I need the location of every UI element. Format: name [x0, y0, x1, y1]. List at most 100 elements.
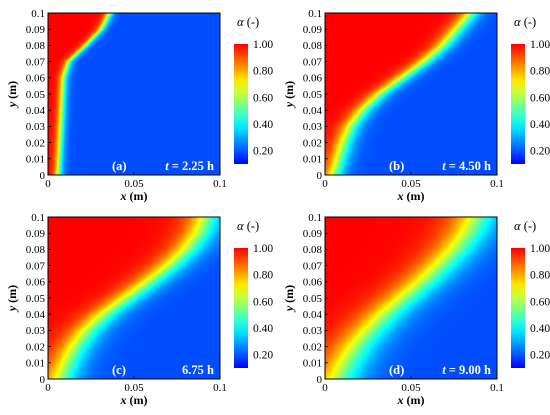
y-tick-label: 0.09: [303, 228, 323, 240]
colorbar-title: α (-): [237, 219, 259, 233]
y-tick-label: 0.08: [26, 40, 46, 52]
colorbar-tick-label: 0.20: [530, 350, 550, 362]
y-tick-label: 0.01: [303, 358, 322, 370]
x-tick-label: 0: [322, 178, 328, 190]
x-axis-label: x (m): [397, 189, 425, 203]
y-tick-label: 0.03: [303, 121, 323, 133]
panel-b: 00.010.020.030.040.050.060.070.080.090.1…: [282, 8, 550, 203]
colorbar-tick-label: 1.00: [253, 243, 273, 255]
colorbar: [511, 248, 525, 368]
y-tick-label: 0.01: [303, 154, 322, 166]
y-tick-label: 0.06: [26, 73, 46, 85]
x-axis-label: x (m): [397, 393, 425, 407]
y-tick-label: 0.09: [303, 24, 323, 36]
colorbar-tick-label: 0.80: [530, 270, 550, 282]
y-tick-label: 0.07: [26, 260, 46, 272]
y-tick-label: 0.1: [308, 212, 322, 224]
colorbar-tick-label: 1.00: [530, 243, 550, 255]
colorbar-tick-label: 0.20: [530, 146, 550, 158]
y-tick-label: 0.09: [26, 24, 46, 36]
y-axis-label: y (m): [282, 81, 296, 109]
y-tick-label: 0.09: [26, 228, 46, 240]
heatmap-image: [48, 217, 220, 379]
colorbar: [511, 44, 525, 164]
time-label: t = 9.00 h: [442, 363, 491, 377]
x-tick-label: 0.05: [401, 382, 421, 394]
heatmap-image: [325, 13, 497, 175]
panel-c: 00.01 0.02 0.03 0.04 0.05 0.06 0.07 0.08 0.09 0.1…: [5, 212, 273, 407]
y-tick-label: 0.1: [31, 212, 45, 224]
colorbar-tick-label: 0.60: [253, 296, 273, 308]
x-tick-label: 0: [322, 382, 328, 394]
colorbar-tick-label: 0.80: [253, 66, 273, 78]
y-tick-label: 0.07: [26, 56, 46, 68]
y-tick-label: 0.04: [303, 105, 323, 117]
panel-label: (a): [112, 159, 127, 173]
y-tick-label: 0.08: [303, 40, 323, 52]
colorbar-title: α (-): [514, 15, 536, 29]
y-tick-label: 0: [317, 374, 323, 386]
colorbar: [234, 44, 248, 164]
colorbar-tick-label: 0.60: [253, 92, 273, 104]
x-tick-label: 0.05: [124, 382, 144, 394]
y-axis-label: y (m): [5, 285, 19, 313]
panel-label: (c): [112, 363, 126, 377]
y-tick-label: 0.1: [308, 8, 322, 20]
colorbar-title: α (-): [237, 15, 259, 29]
y-tick-label: 0.02: [26, 341, 45, 353]
y-tick-label: 0.08: [26, 244, 46, 256]
x-axis-label: x (m): [120, 189, 148, 203]
y-tick-label: 0: [317, 170, 323, 182]
y-tick-label: 0.02: [303, 341, 322, 353]
y-tick-label: 0.01: [26, 358, 45, 370]
colorbar-tick-label: 0.40: [530, 119, 550, 131]
colorbar-title: α (-): [514, 219, 536, 233]
y-tick-label: 0.04: [26, 309, 46, 321]
panel-a: 00.010.020.030.040.050.060.070.080.090.1…: [5, 8, 273, 203]
x-tick-label: 0.1: [490, 382, 504, 394]
y-tick-label: 0.02: [303, 137, 322, 149]
heatmap-image: [48, 13, 220, 175]
y-axis-label: y (m): [282, 285, 296, 313]
y-tick-label: 0.02: [26, 137, 45, 149]
y-axis-label: y (m): [5, 81, 19, 109]
panel-d: 00.010.020.030.040.050.060.070.080.090.1…: [282, 212, 550, 407]
y-tick-label: 0.01: [26, 154, 45, 166]
y-tick-label: 0.1: [31, 8, 45, 20]
panel-label: (b): [389, 159, 404, 173]
x-tick-label: 0.05: [124, 178, 144, 190]
x-tick-label: 0: [45, 178, 51, 190]
colorbar-tick-label: 0.20: [253, 146, 273, 158]
y-tick-label: 0.03: [26, 325, 46, 337]
y-tick-label: 0.07: [303, 56, 323, 68]
colorbar: [234, 248, 248, 368]
y-tick-label: 0.06: [26, 277, 46, 289]
colorbar-tick-label: 1.00: [253, 39, 273, 51]
y-tick-label: 0.08: [303, 244, 323, 256]
time-label: t = 2.25 h: [165, 159, 214, 173]
panel-label: (d): [389, 363, 404, 377]
y-tick-label: 0.07: [303, 260, 323, 272]
y-tick-label: 0.06: [303, 277, 323, 289]
time-label: 6.75 h: [182, 363, 214, 377]
heatmap-image: [325, 217, 497, 379]
y-tick-label: 0.05: [303, 89, 323, 101]
colorbar-tick-label: 0.40: [530, 323, 550, 335]
x-tick-label: 0.1: [213, 382, 227, 394]
y-tick-label: 0.03: [26, 121, 46, 133]
colorbar-tick-label: 0.40: [253, 323, 273, 335]
colorbar-tick-label: 0.80: [530, 66, 550, 78]
colorbar-tick-label: 0.20: [253, 350, 273, 362]
x-tick-label: 0.05: [401, 178, 421, 190]
colorbar-tick-label: 1.00: [530, 39, 550, 51]
colorbar-tick-label: 0.40: [253, 119, 273, 131]
x-tick-label: 0: [45, 382, 51, 394]
y-tick-label: 0: [40, 170, 46, 182]
y-tick-label: 0.05: [303, 293, 323, 305]
y-tick-label: 0.05: [26, 293, 46, 305]
x-tick-label: 0.1: [490, 178, 504, 190]
colorbar-tick-label: 0.60: [530, 296, 550, 308]
y-tick-label: 0.03: [303, 325, 323, 337]
x-tick-label: 0.1: [213, 178, 227, 190]
